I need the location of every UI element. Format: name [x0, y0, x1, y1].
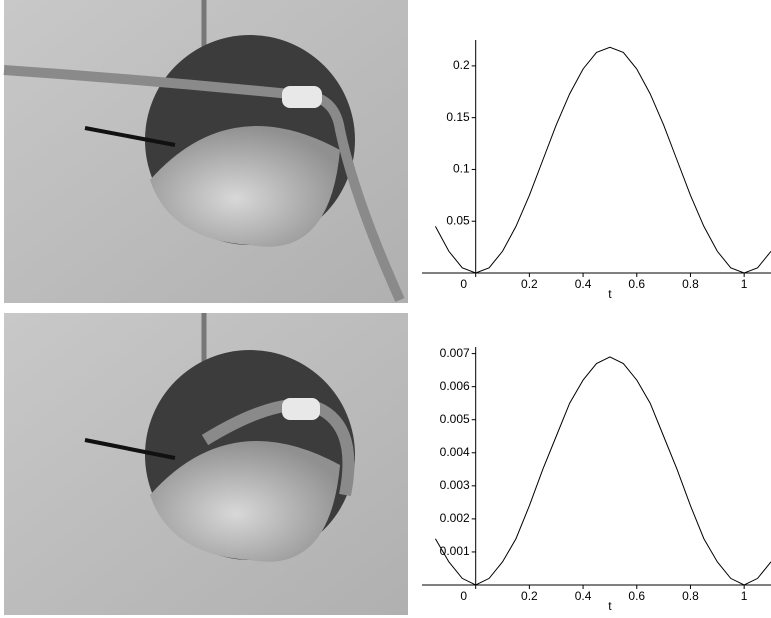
x-tick-label: 0.4	[575, 277, 592, 291]
x-tick-label: 0.2	[521, 589, 538, 603]
y-tick-label: 0.006	[440, 379, 470, 393]
curve	[434, 356, 771, 586]
x-axis-label: t	[608, 599, 612, 613]
y-tick-label: 0.15	[446, 110, 470, 124]
y-tick-label: 0.2	[453, 58, 470, 72]
x-tick-label: 0.6	[628, 589, 645, 603]
x-tick-label: 1	[741, 589, 748, 603]
y-tick-label: 0.001	[440, 544, 470, 558]
y-tick-label: 0.1	[453, 162, 470, 176]
x-tick-label: 0.6	[628, 277, 645, 291]
render-bottom	[4, 313, 408, 615]
x-tick-label: 0.8	[682, 277, 699, 291]
x-tick-label: 0	[460, 277, 467, 291]
y-tick-label: 0.004	[440, 445, 470, 459]
x-axis-label: t	[608, 287, 612, 301]
x-tick-label: 0	[460, 589, 467, 603]
y-tick-label: 0.005	[440, 412, 470, 426]
x-tick-label: 1	[741, 277, 748, 291]
x-tick-label: 0.2	[521, 277, 538, 291]
y-tick-label: 0.007	[440, 346, 470, 360]
x-tick-label: 0.8	[682, 589, 699, 603]
y-tick-label: 0.05	[446, 213, 470, 227]
y-tick-label: 0.002	[440, 511, 470, 525]
curve	[434, 46, 771, 274]
render-top	[3, 0, 408, 303]
y-tick-label: 0.003	[440, 478, 470, 492]
x-tick-label: 0.4	[575, 589, 592, 603]
